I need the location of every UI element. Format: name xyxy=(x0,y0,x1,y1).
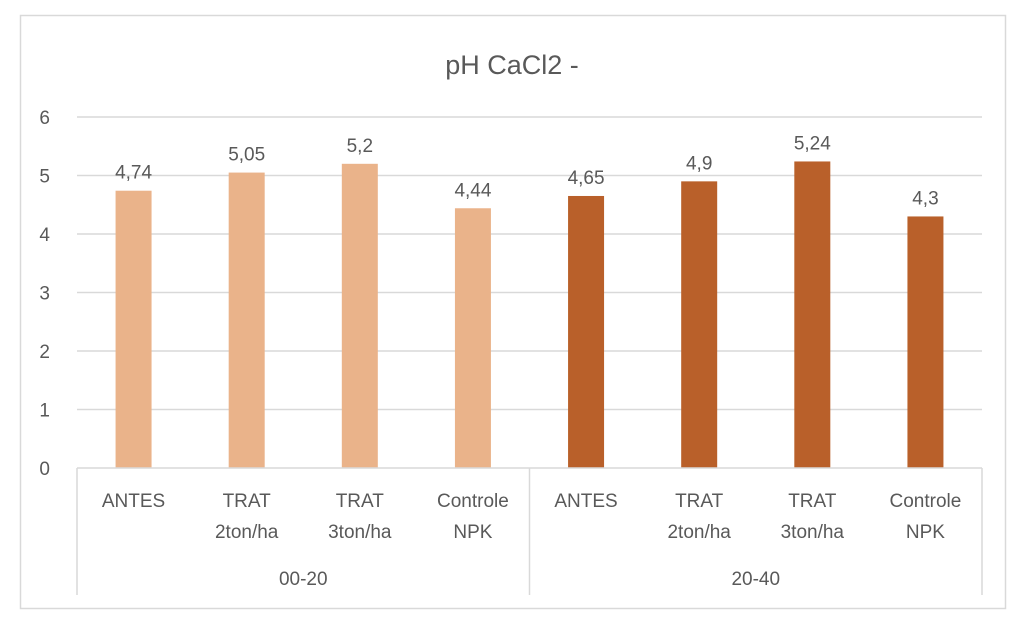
y-tick-label: 2 xyxy=(39,342,50,363)
y-tick-label: 0 xyxy=(39,459,50,480)
bar xyxy=(568,195,605,468)
x-tick-label: TRAT xyxy=(675,491,724,512)
x-tick-label: ANTES xyxy=(102,491,165,512)
chart-title: pH CaCl2 - xyxy=(445,50,579,80)
group-label: 00-20 xyxy=(279,569,328,590)
x-tick-label: 3ton/ha xyxy=(781,522,845,543)
x-tick-label: Controle xyxy=(437,491,509,512)
bar xyxy=(681,181,718,468)
x-tick-label: TRAT xyxy=(788,491,837,512)
bar xyxy=(115,190,152,468)
x-tick-label: TRAT xyxy=(336,491,385,512)
x-tick-label: 2ton/ha xyxy=(667,522,731,543)
data-label: 4,9 xyxy=(686,153,712,174)
data-label: 5,24 xyxy=(794,133,831,154)
bar xyxy=(794,161,831,468)
y-tick-label: 3 xyxy=(39,284,50,305)
data-label: 5,2 xyxy=(347,136,373,157)
x-tick-label: NPK xyxy=(906,522,945,543)
bar xyxy=(907,216,944,468)
group-label: 20-40 xyxy=(731,569,780,590)
data-label: 4,74 xyxy=(115,163,152,184)
data-label: 4,44 xyxy=(454,180,491,201)
data-label: 4,3 xyxy=(912,188,938,209)
bar xyxy=(341,163,378,469)
bar xyxy=(454,208,491,468)
x-tick-label: TRAT xyxy=(223,491,272,512)
chart-border xyxy=(19,14,1007,610)
x-tick-label: ANTES xyxy=(554,491,617,512)
bar xyxy=(228,172,265,468)
data-label: 4,65 xyxy=(568,168,605,189)
y-tick-label: 5 xyxy=(39,167,50,188)
y-tick-label: 6 xyxy=(39,108,50,129)
x-tick-label: Controle xyxy=(890,491,962,512)
x-tick-label: 2ton/ha xyxy=(215,522,279,543)
y-tick-label: 4 xyxy=(39,225,50,246)
data-label: 5,05 xyxy=(228,145,265,166)
x-tick-label: 3ton/ha xyxy=(328,522,392,543)
x-tick-label: NPK xyxy=(453,522,492,543)
y-tick-label: 1 xyxy=(39,401,50,422)
